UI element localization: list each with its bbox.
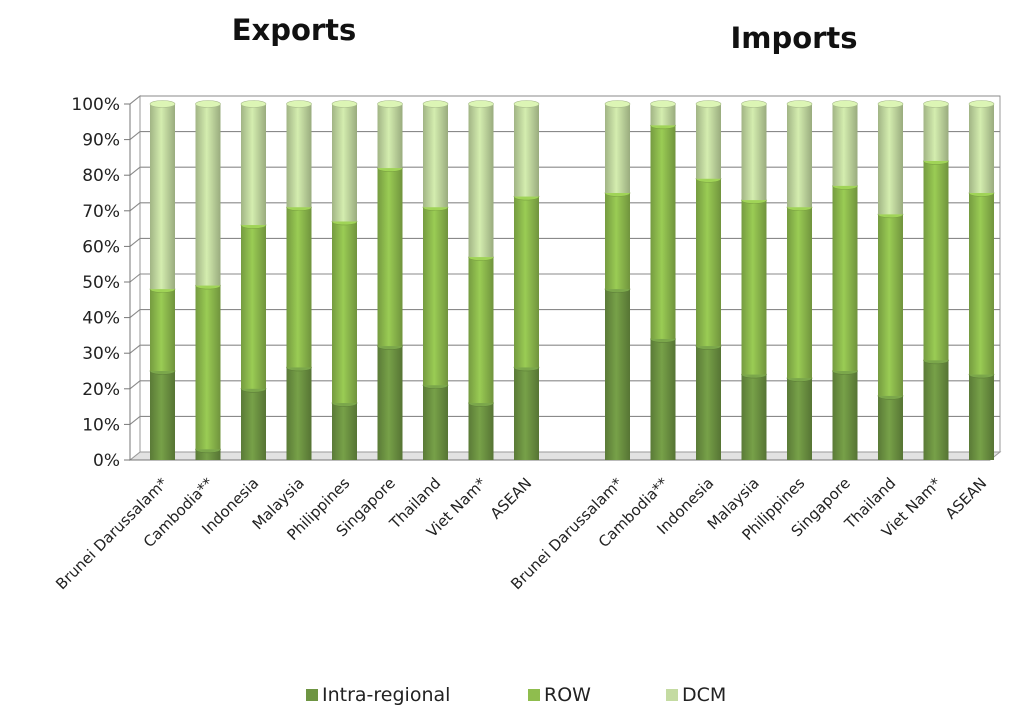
bar-cap-exports-brunei-darussalam-dcm <box>149 100 176 108</box>
bar-imports-cambodia-row <box>650 125 676 339</box>
bar-exports-thailand-row <box>423 207 448 386</box>
bar-imports-thailand-intra-regional <box>878 395 903 460</box>
bar-imports-thailand-dcm <box>878 104 903 215</box>
bar-cap-imports-thailand-dcm <box>877 100 904 108</box>
bar-exports-asean-row <box>514 196 539 368</box>
bar-exports-indonesia-row <box>241 225 266 389</box>
legend-swatch-intra-regional <box>306 689 318 701</box>
y-axis: 0% 10% 20% 30% 40% 50% 60% 70% 80% 90% 100% <box>71 95 990 471</box>
y-tick-label: 20% <box>82 380 120 400</box>
bar-cap-imports-brunei-darussalam-dcm <box>604 100 631 108</box>
legend-label-intra-regional: Intra-regional <box>322 684 450 706</box>
bar-imports-viet-nam-dcm <box>923 104 949 161</box>
y-tick-label: 90% <box>82 131 120 151</box>
legend-swatch-row <box>528 689 540 701</box>
bar-imports-indonesia-intra-regional <box>696 346 721 460</box>
bar-exports-indonesia-intra-regional <box>241 388 266 460</box>
bar-cap-imports-singapore-dcm <box>832 100 858 108</box>
bar-imports-viet-nam-intra-regional <box>923 360 949 460</box>
y-tick-label: 0% <box>93 451 120 471</box>
bar-exports-viet-nam-intra-regional <box>468 403 494 460</box>
y-tick-label: 70% <box>82 202 120 222</box>
bar-exports-singapore-row <box>377 168 403 347</box>
bar-imports-asean-intra-regional <box>969 374 994 460</box>
bar-exports-singapore-dcm <box>377 104 403 169</box>
y-tick-label: 80% <box>82 166 120 186</box>
bar-exports-asean-intra-regional <box>514 367 539 460</box>
y-tick-label: 40% <box>82 309 120 329</box>
bar-exports-brunei-darussalam-dcm <box>150 104 175 290</box>
bar-imports-singapore-dcm <box>832 104 858 186</box>
bar-exports-malaysia-intra-regional <box>286 367 312 460</box>
bar-imports-philippines-row <box>787 207 812 379</box>
bar-cap-imports-viet-nam-dcm <box>923 100 949 108</box>
bar-exports-thailand-intra-regional <box>423 385 448 460</box>
bar-exports-philippines-intra-regional <box>332 403 357 460</box>
bar-cap-exports-thailand-dcm <box>422 100 449 108</box>
y-tick-label: 60% <box>82 237 120 257</box>
bar-imports-brunei-darussalam-dcm <box>605 104 630 193</box>
bar-imports-singapore-row <box>832 185 858 371</box>
bar-cap-imports-philippines-dcm <box>786 100 813 108</box>
bar-cap-exports-cambodia-dcm <box>195 100 221 108</box>
bar-imports-singapore-intra-regional <box>832 371 858 460</box>
bar-imports-thailand-row <box>878 214 903 396</box>
legend-label-dcm: DCM <box>682 684 726 706</box>
bar-exports-brunei-darussalam-row <box>150 289 175 371</box>
y-tick-label: 30% <box>82 344 120 364</box>
legend-label-row: ROW <box>544 684 591 706</box>
bar-imports-philippines-intra-regional <box>787 378 812 460</box>
bar-imports-brunei-darussalam-row <box>605 193 630 290</box>
bar-imports-cambodia-intra-regional <box>650 338 676 460</box>
bar-exports-malaysia-row <box>286 207 312 368</box>
category-labels: Brunei Darussalam*Cambodia**IndonesiaMal… <box>52 474 990 593</box>
y-tick-label: 50% <box>82 273 120 293</box>
bar-imports-viet-nam-row <box>923 160 949 361</box>
bar-imports-malaysia-intra-regional <box>741 374 767 460</box>
imports-title: Imports <box>730 21 857 55</box>
bar-exports-cambodia-dcm <box>195 104 221 286</box>
bar-exports-philippines-row <box>332 221 357 404</box>
bar-exports-brunei-darussalam-intra-regional <box>150 371 175 460</box>
bar-exports-viet-nam-dcm <box>468 104 494 258</box>
bar-imports-brunei-darussalam-intra-regional <box>605 289 630 460</box>
y-tick-label: 100% <box>71 95 120 115</box>
bar-cap-exports-indonesia-dcm <box>240 100 267 108</box>
bar-exports-asean-dcm <box>514 104 539 197</box>
bar-cap-exports-malaysia-dcm <box>286 100 312 108</box>
bar-imports-indonesia-row <box>696 178 721 347</box>
bar-exports-cambodia-intra-regional <box>195 449 221 460</box>
bar-exports-philippines-dcm <box>332 104 357 222</box>
bar-exports-thailand-dcm <box>423 104 448 208</box>
bar-imports-asean-row <box>969 193 994 375</box>
bar-exports-viet-nam-row <box>468 257 494 404</box>
bar-exports-indonesia-dcm <box>241 104 266 226</box>
bar-imports-malaysia-row <box>741 200 767 375</box>
y-tick-label: 10% <box>82 415 120 435</box>
category-label-exports-asean: ASEAN <box>487 474 536 523</box>
bar-cap-imports-asean-dcm <box>968 100 995 108</box>
bar-imports-asean-dcm <box>969 104 994 193</box>
bar-exports-singapore-intra-regional <box>377 346 403 460</box>
bar-cap-exports-philippines-dcm <box>331 100 358 108</box>
exports-title: Exports <box>232 13 357 47</box>
bar-cap-imports-indonesia-dcm <box>695 100 722 108</box>
legend-swatch-dcm <box>666 689 678 701</box>
gridline <box>129 95 1000 105</box>
bar-imports-cambodia-dcm <box>650 104 676 126</box>
bar-imports-indonesia-dcm <box>696 104 721 179</box>
bar-exports-malaysia-dcm <box>286 104 312 208</box>
bar-imports-malaysia-dcm <box>741 104 767 201</box>
bar-cap-imports-cambodia-dcm <box>650 100 676 108</box>
bar-cap-imports-malaysia-dcm <box>741 100 767 108</box>
bar-cap-exports-asean-dcm <box>513 100 540 108</box>
legend: Intra-regional ROW DCM <box>306 684 726 706</box>
bar-exports-cambodia-row <box>195 285 221 450</box>
bar-cap-exports-viet-nam-dcm <box>468 100 494 108</box>
category-label-imports-asean: ASEAN <box>942 474 991 523</box>
bar-imports-philippines-dcm <box>787 104 812 208</box>
bars-layer <box>149 100 995 460</box>
bar-cap-exports-singapore-dcm <box>377 100 403 108</box>
